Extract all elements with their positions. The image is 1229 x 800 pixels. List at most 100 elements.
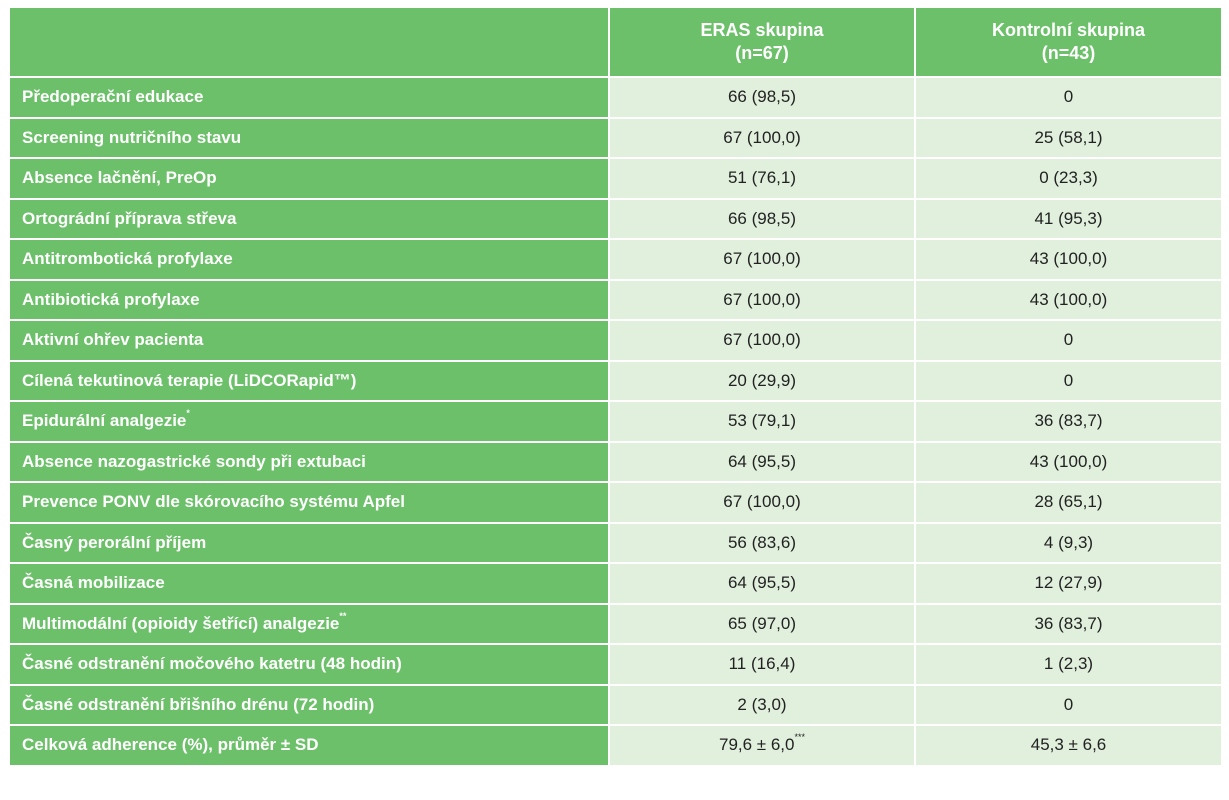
control-value: 0 <box>914 76 1223 119</box>
table-container: ERAS skupina (n=67) Kontrolní skupina (n… <box>8 6 1223 767</box>
control-value: 4 (9,3) <box>914 521 1223 564</box>
table-row: Epidurální analgezie* 53 (79,1) 36 (83,7) <box>8 400 1223 443</box>
eras-value-text: 66 (98,5) <box>727 208 797 228</box>
row-label: Absence nazogastrické sondy při extubaci <box>8 440 610 483</box>
row-label-text: Časné odstranění břišního drénu (72 hodi… <box>22 694 375 714</box>
eras-value: 51 (76,1) <box>608 157 916 200</box>
control-value: 12 (27,9) <box>914 562 1223 605</box>
table-row: Časné odstranění močového katetru (48 ho… <box>8 643 1223 686</box>
table-row: Absence lačnění, PreOp 51 (76,1) 0 (23,3) <box>8 157 1223 200</box>
row-label-text: Časný perorální příjem <box>22 532 207 552</box>
eras-value: 64 (95,5) <box>608 562 916 605</box>
header-control-n: (n=43) <box>1041 43 1096 63</box>
eras-value-text: 67 (100,0) <box>723 289 801 309</box>
row-label-text: Celková adherence (%), průměr ± SD <box>22 735 319 755</box>
table-row: Časné odstranění břišního drénu (72 hodi… <box>8 683 1223 726</box>
table-row: Časná mobilizace 64 (95,5) 12 (27,9) <box>8 562 1223 605</box>
row-label: Multimodální (opioidy šetřící) analgezie… <box>8 602 610 645</box>
header-empty-cell <box>8 6 610 78</box>
eras-value-text: 2 (3,0) <box>737 694 787 714</box>
table-row: Předoperační edukace 66 (98,5) 0 <box>8 76 1223 119</box>
row-label-text: Screening nutričního stavu <box>22 127 242 147</box>
eras-value: 67 (100,0) <box>608 116 916 159</box>
header-eras-label: ERAS skupina <box>700 20 824 40</box>
eras-value: 67 (100,0) <box>608 278 916 321</box>
table-row: Antitrombotická profylaxe 67 (100,0) 43 (1… <box>8 238 1223 281</box>
row-label: Absence lačnění, PreOp <box>8 157 610 200</box>
table-row: Prevence PONV dle skórovacího systému Ap… <box>8 481 1223 524</box>
header-row: ERAS skupina (n=67) Kontrolní skupina (n… <box>8 6 1223 78</box>
control-value: 25 (58,1) <box>914 116 1223 159</box>
row-label: Časná mobilizace <box>8 562 610 605</box>
row-label-text: Absence lačnění, PreOp <box>22 168 217 188</box>
control-value: 36 (83,7) <box>914 602 1223 645</box>
row-label: Antitrombotická profylaxe <box>8 238 610 281</box>
eras-value-text: 11 (16,4) <box>728 654 796 674</box>
table-row: Absence nazogastrické sondy při extubaci… <box>8 440 1223 483</box>
table-row: Ortográdní příprava střeva 66 (98,5) 41 (9… <box>8 197 1223 240</box>
row-label: Epidurální analgezie* <box>8 400 610 443</box>
eras-value: 2 (3,0) <box>608 683 916 726</box>
row-label: Časné odstranění břišního drénu (72 hodi… <box>8 683 610 726</box>
row-label-text: Předoperační edukace <box>22 87 204 107</box>
row-label: Ortográdní příprava střeva <box>8 197 610 240</box>
header-control-label: Kontrolní skupina <box>992 20 1145 40</box>
control-value: 36 (83,7) <box>914 400 1223 443</box>
control-value: 43 (100,0) <box>914 278 1223 321</box>
row-label-footnote: * <box>186 408 190 419</box>
table-row: Screening nutričního stavu 67 (100,0) 25 (… <box>8 116 1223 159</box>
eras-value: 66 (98,5) <box>608 76 916 119</box>
row-label: Cílená tekutinová terapie (LiDCORapid™) <box>8 359 610 402</box>
row-label: Aktivní ohřev pacienta <box>8 319 610 362</box>
eras-value-text: 64 (95,5) <box>727 451 797 471</box>
row-label-text: Antibiotická profylaxe <box>22 289 200 309</box>
table-row: Multimodální (opioidy šetřící) analgezie… <box>8 602 1223 645</box>
row-label-text: Absence nazogastrické sondy při extubaci <box>22 451 366 471</box>
row-label: Screening nutričního stavu <box>8 116 610 159</box>
row-label: Celková adherence (%), průměr ± SD <box>8 724 610 767</box>
row-label-text: Ortográdní příprava střeva <box>22 208 237 228</box>
eras-value: 11 (16,4) <box>608 643 916 686</box>
eras-value-text: 64 (95,5) <box>727 573 797 593</box>
eras-adherence-table: ERAS skupina (n=67) Kontrolní skupina (n… <box>8 6 1223 767</box>
eras-value: 66 (98,5) <box>608 197 916 240</box>
row-label: Předoperační edukace <box>8 76 610 119</box>
eras-value-text: 66 (98,5) <box>727 87 797 107</box>
control-value: 43 (100,0) <box>914 440 1223 483</box>
row-label-text: Multimodální (opioidy šetřící) analgezie <box>22 613 340 633</box>
eras-value-text: 20 (29,9) <box>727 370 797 390</box>
table-row: Cílená tekutinová terapie (LiDCORapid™) 2… <box>8 359 1223 402</box>
control-value: 0 <box>914 319 1223 362</box>
row-label-text: Časné odstranění močového katetru (48 ho… <box>22 654 402 674</box>
control-value: 1 (2,3) <box>914 643 1223 686</box>
eras-value-text: 67 (100,0) <box>723 249 801 269</box>
control-value: 0 <box>914 359 1223 402</box>
row-label: Prevence PONV dle skórovacího systému Ap… <box>8 481 610 524</box>
eras-value: 67 (100,0) <box>608 319 916 362</box>
table-row: Časný perorální příjem 56 (83,6) 4 (9,3) <box>8 521 1223 564</box>
row-label-footnote: ** <box>339 610 347 621</box>
header-eras-group: ERAS skupina (n=67) <box>608 6 916 78</box>
table-row: Antibiotická profylaxe 67 (100,0) 43 (100,… <box>8 278 1223 321</box>
row-label-text: Antitrombotická profylaxe <box>22 249 233 269</box>
row-label-text: Časná mobilizace <box>22 573 165 593</box>
control-value: 41 (95,3) <box>914 197 1223 240</box>
row-label-text: Prevence PONV dle skórovacího systému Ap… <box>22 492 405 512</box>
row-label: Antibiotická profylaxe <box>8 278 610 321</box>
eras-value: 67 (100,0) <box>608 481 916 524</box>
header-control-group: Kontrolní skupina (n=43) <box>914 6 1223 78</box>
control-value: 0 (23,3) <box>914 157 1223 200</box>
eras-value-text: 67 (100,0) <box>723 127 801 147</box>
row-label: Časné odstranění močového katetru (48 ho… <box>8 643 610 686</box>
row-label: Časný perorální příjem <box>8 521 610 564</box>
eras-value: 56 (83,6) <box>608 521 916 564</box>
control-value: 43 (100,0) <box>914 238 1223 281</box>
row-label-text: Aktivní ohřev pacienta <box>22 330 204 350</box>
eras-value: 64 (95,5) <box>608 440 916 483</box>
header-eras-n: (n=67) <box>735 43 789 63</box>
control-value: 45,3 ± 6,6 <box>914 724 1223 767</box>
table-row: Celková adherence (%), průměr ± SD 79,6 ±… <box>8 724 1223 767</box>
eras-value: 53 (79,1) <box>608 400 916 443</box>
control-value: 0 <box>914 683 1223 726</box>
eras-value-text: 65 (97,0) <box>727 613 797 633</box>
